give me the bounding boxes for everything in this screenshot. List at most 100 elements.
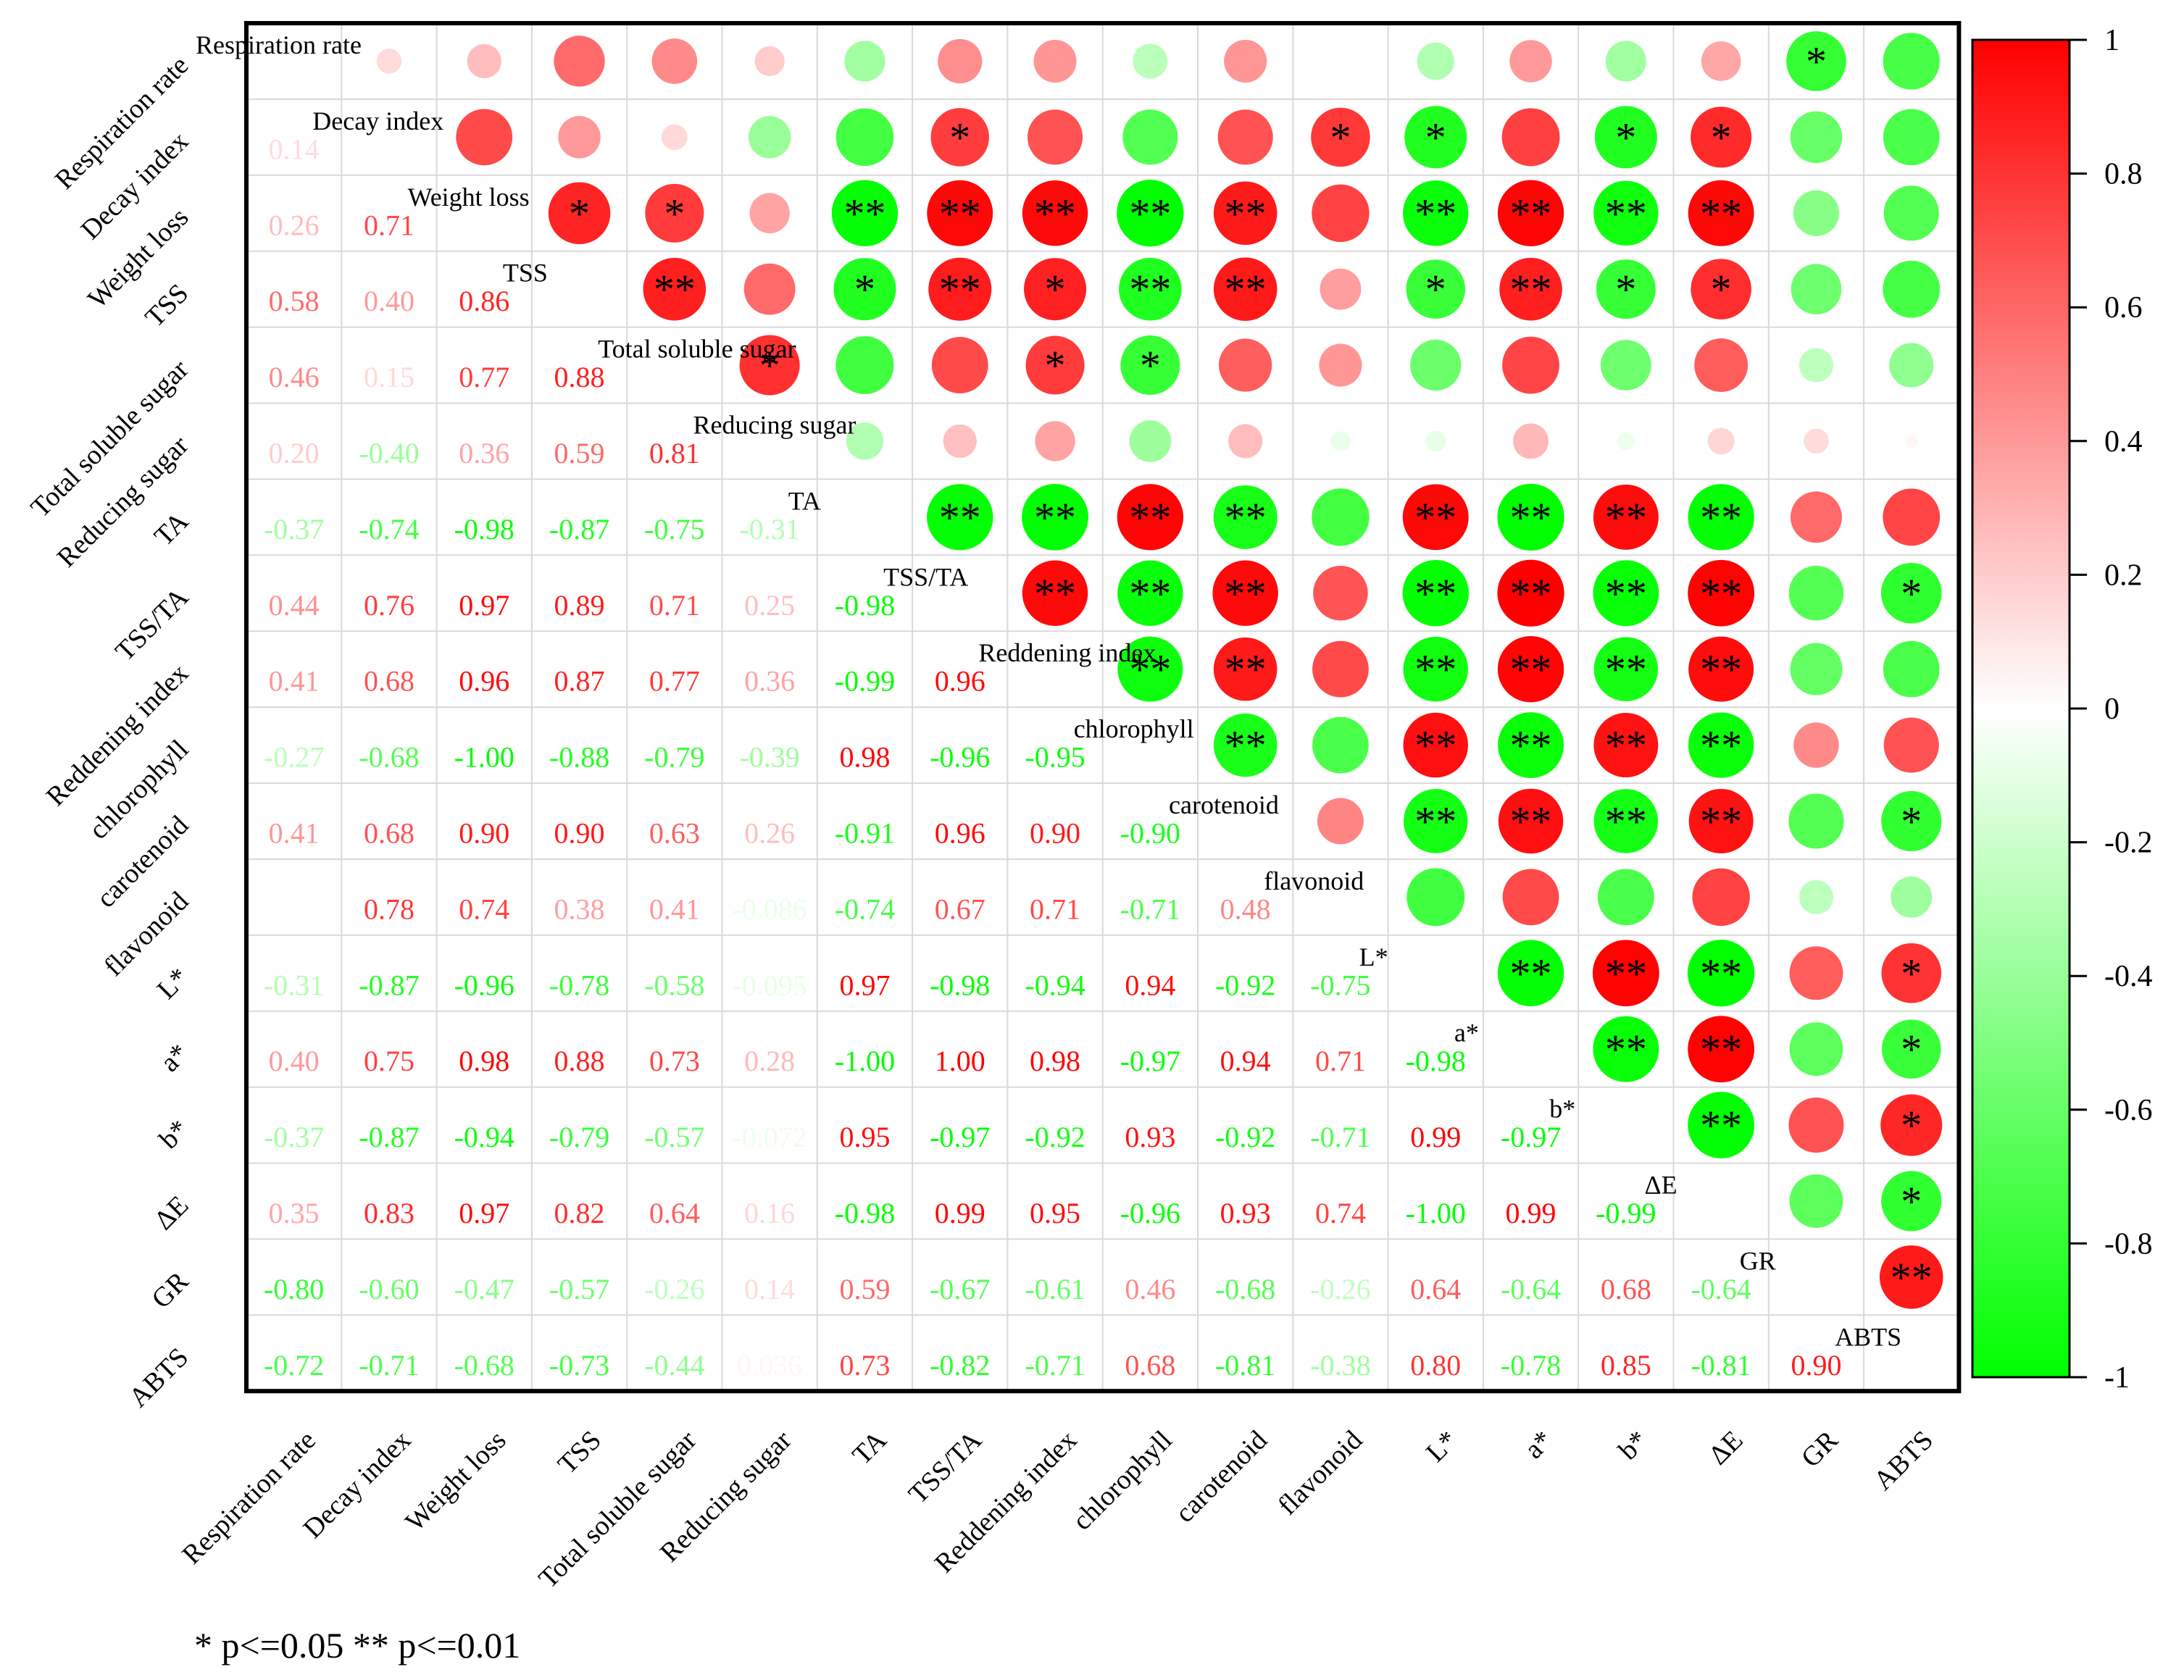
corr-value: -0.88 (549, 741, 609, 774)
corr-circle (748, 116, 791, 159)
diagonal-label: a* (1454, 1019, 1479, 1048)
corr-value: 0.74 (459, 893, 509, 925)
colorbar-tick-label: -0.2 (2104, 827, 2153, 860)
corr-circle (1617, 432, 1635, 451)
corr-circle (1213, 181, 1278, 246)
significance-mark: ** (1605, 798, 1647, 845)
corr-value: 0.36 (459, 437, 509, 469)
corr-circle (1881, 790, 1942, 851)
corr-value: -0.39 (739, 741, 799, 774)
corr-value: -0.68 (1215, 1273, 1275, 1305)
corr-circle (1311, 107, 1370, 167)
significance-mark: * (1806, 38, 1827, 85)
corr-circle (1497, 483, 1564, 551)
corr-circle (1403, 180, 1469, 246)
corr-value: 0.71 (364, 209, 414, 241)
significance-mark: ** (1700, 570, 1742, 617)
corr-circle (467, 43, 501, 78)
corr-value: 0.86 (459, 285, 509, 317)
corr-value: -0.96 (930, 741, 990, 774)
corr-value: -1.00 (454, 741, 514, 774)
corr-value: 0.68 (364, 816, 414, 849)
corr-circle (558, 116, 601, 159)
y-axis-label: GR (146, 1266, 194, 1314)
significance-mark: * (949, 114, 970, 161)
diagonal-label: Reddening index (978, 638, 1156, 667)
corr-value: -0.27 (264, 741, 324, 774)
x-axis-label: a* (1519, 1425, 1559, 1465)
corr-circle (1406, 259, 1466, 319)
grid-lines (246, 23, 1959, 1392)
colorbar-tick-label: 0.8 (2104, 158, 2143, 191)
corr-circle (1117, 560, 1183, 626)
corr-circle (1688, 636, 1754, 702)
y-axis-label: TSS (139, 278, 194, 333)
corr-value: -0.99 (1596, 1197, 1656, 1229)
diagonal-label: carotenoid (1169, 790, 1279, 819)
corr-value: -0.31 (739, 513, 799, 546)
corr-value: 0.81 (649, 437, 700, 469)
corr-circle (1883, 640, 1940, 698)
diagonal-label: ΔE (1645, 1171, 1677, 1200)
y-axis-label: a* (154, 1038, 194, 1078)
corr-value: -0.97 (1501, 1121, 1561, 1153)
corr-value: -0.94 (1025, 969, 1085, 1001)
corr-circle (1228, 424, 1263, 459)
corr-circle (456, 109, 513, 166)
diagonal-label: Decay index (312, 106, 443, 135)
corr-value: -0.78 (1501, 1349, 1561, 1382)
y-axis-label: L* (151, 962, 195, 1006)
significance-mark: * (664, 190, 685, 237)
corr-value: 0.98 (839, 741, 890, 774)
corr-value: -0.75 (644, 513, 704, 546)
corr-circle (1593, 1016, 1659, 1082)
corr-circle (1605, 41, 1646, 82)
significance-mark: ** (1129, 266, 1171, 313)
corr-value: -0.99 (835, 665, 895, 698)
corr-circle (1891, 876, 1933, 918)
corr-circle (1691, 259, 1751, 319)
corr-circle (1117, 180, 1184, 247)
corr-circle (1601, 340, 1651, 390)
corr-value: 0.93 (1220, 1197, 1271, 1229)
diagonal-label: Respiration rate (196, 30, 362, 59)
corr-circle (1880, 1094, 1943, 1156)
corr-circle (1593, 713, 1659, 778)
corr-circle (1788, 1097, 1844, 1153)
significance-mark: * (1711, 266, 1732, 313)
colorbar-ticks: 1 0.8 0.6 0.4 0.2 0 -0.2 -0.4 -0.6 -0.8 -1 (2070, 24, 2153, 1395)
corr-circle (1403, 712, 1468, 778)
corr-circle (749, 193, 790, 233)
significance-mark: * (1140, 342, 1161, 389)
corr-circle (554, 35, 605, 87)
corr-value: -0.95 (1025, 741, 1085, 774)
corr-value: -0.38 (1310, 1349, 1370, 1382)
significance-mark: ** (1700, 190, 1742, 237)
corr-value: 0.77 (649, 665, 700, 698)
corr-circle (1317, 798, 1364, 845)
corr-value: 0.90 (554, 816, 605, 849)
significance-mark: ** (1605, 1026, 1647, 1073)
corr-value: 0.20 (269, 437, 320, 469)
corr-circle (1501, 108, 1560, 167)
corr-value: 0.71 (649, 589, 700, 622)
corr-circle (1593, 180, 1659, 246)
significance-mark: * (1901, 1026, 1922, 1073)
corr-circle (1688, 180, 1754, 246)
corr-circle (1425, 430, 1446, 452)
corr-circle (1799, 879, 1833, 914)
corr-circle (1790, 643, 1843, 695)
corr-value: -0.94 (454, 1121, 514, 1153)
corr-circle (1889, 343, 1934, 388)
corr-value: 0.83 (364, 1197, 414, 1229)
significance-mark: * (1425, 114, 1446, 161)
corr-circle (1022, 483, 1088, 551)
corr-value: 0.95 (1030, 1197, 1080, 1229)
colorbar-tick-label: -0.6 (2104, 1094, 2153, 1127)
corr-value: 0.59 (839, 1273, 890, 1305)
y-axis-label: ΔE (149, 1190, 194, 1236)
x-axis-label: b* (1613, 1425, 1654, 1466)
corr-circle (930, 108, 989, 167)
